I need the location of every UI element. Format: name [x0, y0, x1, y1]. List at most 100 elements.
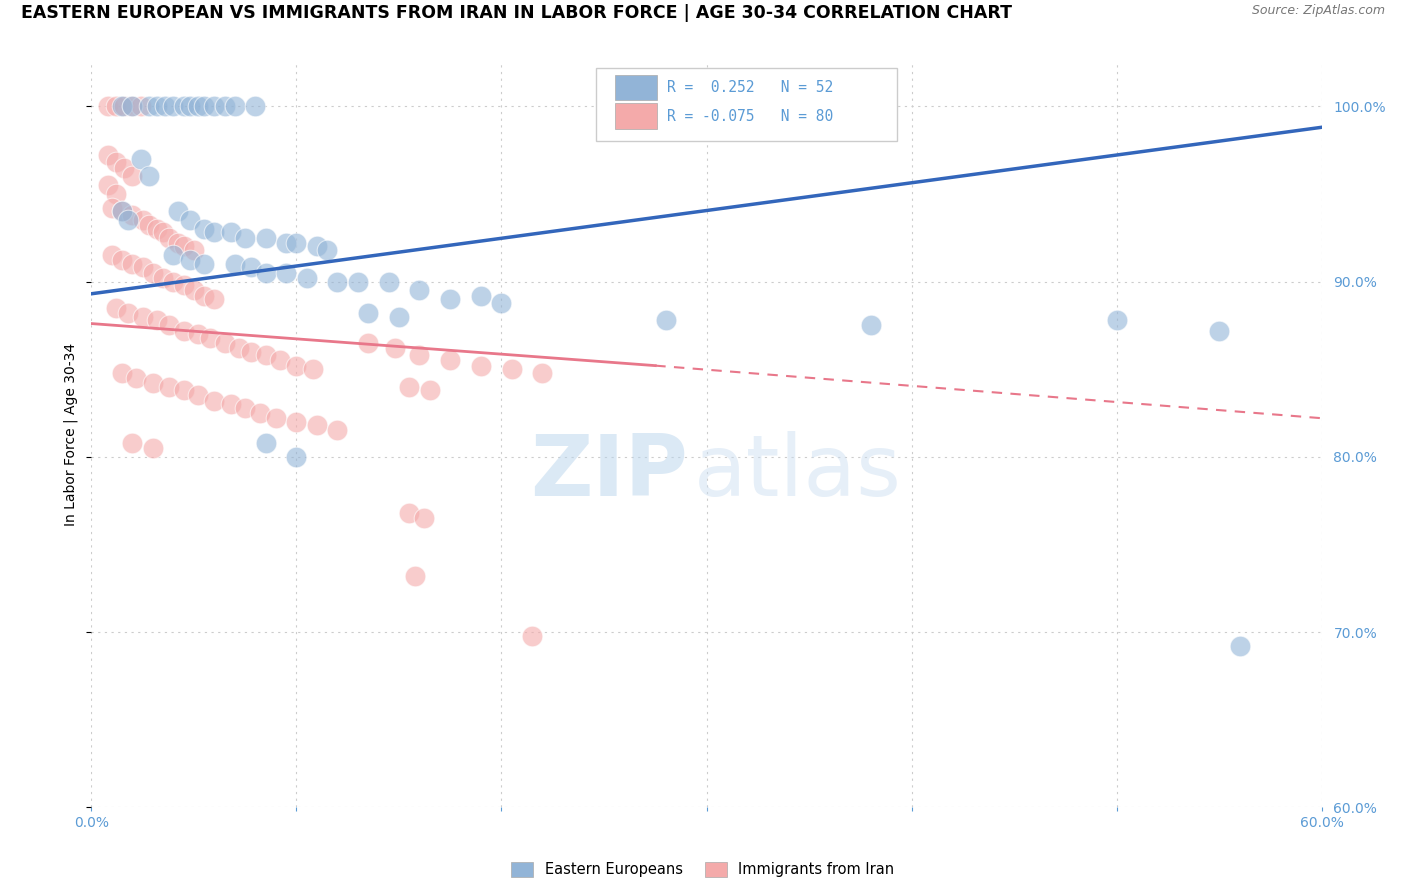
Point — [408, 348, 430, 362]
Point — [121, 208, 143, 222]
Point — [121, 257, 143, 271]
Point — [152, 226, 174, 240]
FancyBboxPatch shape — [616, 103, 657, 128]
Point — [179, 253, 201, 268]
Point — [157, 318, 180, 333]
Text: R = -0.075   N = 80: R = -0.075 N = 80 — [666, 109, 834, 124]
Point — [162, 275, 184, 289]
Point — [111, 204, 134, 219]
Point — [1229, 639, 1251, 653]
Point — [254, 266, 277, 280]
Point — [249, 406, 271, 420]
Point — [491, 295, 513, 310]
Point — [285, 359, 308, 373]
Point — [173, 99, 195, 113]
Point — [305, 239, 328, 253]
Text: EASTERN EUROPEAN VS IMMIGRANTS FROM IRAN IN LABOR FORCE | AGE 30-34 CORRELATION : EASTERN EUROPEAN VS IMMIGRANTS FROM IRAN… — [21, 4, 1012, 22]
Point — [117, 213, 139, 227]
Point — [129, 99, 152, 113]
Point — [162, 99, 184, 113]
Point — [398, 506, 420, 520]
Point — [138, 169, 160, 184]
Point — [152, 271, 174, 285]
Point — [254, 230, 277, 244]
Point — [285, 235, 308, 250]
Point — [439, 353, 461, 368]
Point — [97, 178, 120, 193]
Point — [305, 418, 328, 433]
Point — [187, 99, 209, 113]
Point — [111, 253, 134, 268]
Point — [125, 371, 148, 385]
Point — [233, 230, 256, 244]
Point — [112, 99, 135, 113]
Point — [384, 341, 406, 355]
Text: R =  0.252   N = 52: R = 0.252 N = 52 — [666, 80, 834, 95]
Point — [233, 401, 256, 415]
Point — [214, 99, 236, 113]
Point — [146, 99, 169, 113]
Point — [117, 306, 139, 320]
Point — [157, 230, 180, 244]
FancyBboxPatch shape — [596, 68, 897, 141]
Point — [179, 213, 201, 227]
Point — [101, 201, 124, 215]
Point — [153, 99, 177, 113]
Point — [121, 435, 143, 450]
Point — [121, 169, 143, 184]
Point — [501, 362, 523, 376]
Point — [408, 283, 430, 297]
Point — [187, 327, 209, 342]
Point — [326, 275, 349, 289]
Point — [111, 366, 134, 380]
Point — [1208, 324, 1230, 338]
Point — [254, 348, 277, 362]
Point — [121, 99, 143, 113]
Point — [654, 313, 676, 327]
Point — [131, 260, 153, 275]
Point — [157, 379, 180, 393]
Point — [357, 306, 380, 320]
Point — [105, 186, 127, 201]
Point — [214, 335, 236, 350]
Point — [326, 424, 349, 438]
Point — [166, 235, 188, 250]
Point — [219, 226, 242, 240]
Point — [202, 393, 225, 408]
Point — [101, 248, 124, 262]
Point — [228, 341, 250, 355]
Point — [179, 99, 201, 113]
Point — [105, 155, 127, 169]
Point — [224, 99, 246, 113]
Point — [245, 99, 267, 113]
Point — [146, 313, 169, 327]
Point — [105, 99, 127, 113]
Point — [111, 204, 134, 219]
Point — [173, 324, 195, 338]
Point — [219, 397, 242, 411]
FancyBboxPatch shape — [616, 75, 657, 101]
Point — [173, 239, 195, 253]
Point — [202, 292, 225, 306]
Point — [193, 288, 215, 302]
Point — [398, 379, 420, 393]
Point — [121, 99, 143, 113]
Point — [522, 628, 544, 642]
Point — [131, 310, 153, 324]
Point — [240, 344, 263, 359]
Text: Source: ZipAtlas.com: Source: ZipAtlas.com — [1251, 4, 1385, 18]
Point — [388, 310, 411, 324]
Point — [112, 161, 135, 175]
Point — [470, 288, 492, 302]
Point — [347, 275, 370, 289]
Point — [295, 271, 318, 285]
Point — [193, 222, 215, 236]
Point — [269, 353, 291, 368]
Point — [146, 222, 169, 236]
Point — [138, 219, 160, 233]
Point — [859, 318, 882, 333]
Point — [162, 248, 184, 262]
Point — [183, 243, 205, 257]
Point — [166, 204, 188, 219]
Point — [138, 99, 160, 113]
